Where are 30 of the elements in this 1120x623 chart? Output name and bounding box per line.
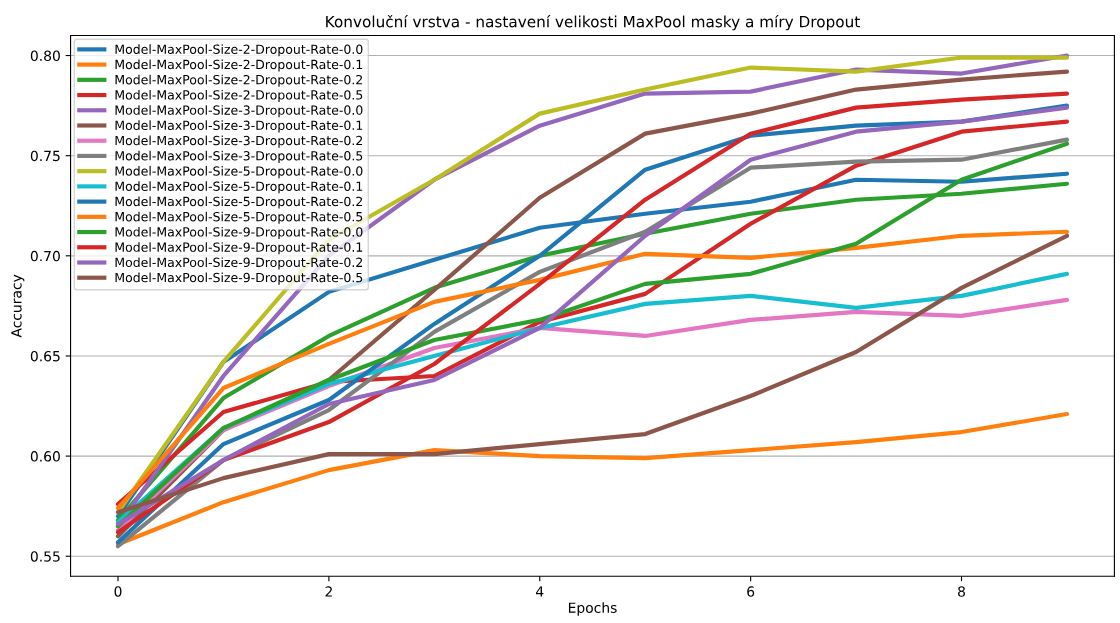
legend-label: Model-MaxPool-Size-2-Dropout-Rate-0.1 <box>115 59 363 72</box>
y-tick-label: 0.55 <box>30 551 60 562</box>
legend-label: Model-MaxPool-Size-9-Dropout-Rate-0.2 <box>115 257 363 270</box>
legend-label: Model-MaxPool-Size-5-Dropout-Rate-0.5 <box>115 211 363 224</box>
y-tick-label: 0.70 <box>30 250 60 262</box>
legend-label: Model-MaxPool-Size-2-Dropout-Rate-0.2 <box>115 74 363 87</box>
legend-label: Model-MaxPool-Size-5-Dropout-Rate-0.1 <box>115 181 363 194</box>
chart-title: Konvoluční vrstva - nastavení velikosti MaxPool masky a míry Dropout <box>326 14 860 31</box>
x-tick-label: 8 <box>958 586 965 597</box>
y-tick-label: 0.75 <box>30 150 60 162</box>
legend-label: Model-MaxPool-Size-2-Dropout-Rate-0.0 <box>115 44 363 57</box>
y-tick-label: 0.65 <box>30 350 60 362</box>
x-axis-title: Epochs <box>568 602 617 616</box>
x-tick-label: 2 <box>325 586 332 597</box>
x-tick-label: 4 <box>536 586 544 597</box>
y-tick-label: 0.60 <box>30 451 60 462</box>
y-tick-label: 0.80 <box>30 50 60 62</box>
legend-label: Model-MaxPool-Size-3-Dropout-Rate-0.0 <box>115 105 363 118</box>
legend-label: Model-MaxPool-Size-5-Dropout-Rate-0.0 <box>115 166 363 179</box>
y-axis-title: Accuracy <box>11 274 25 338</box>
x-tick-label: 6 <box>747 586 755 597</box>
legend-label: Model-MaxPool-Size-2-Dropout-Rate-0.5 <box>115 89 363 103</box>
legend-label: Model-MaxPool-Size-5-Dropout-Rate-0.2 <box>115 196 363 209</box>
legend-label: Model-MaxPool-Size-3-Dropout-Rate-0.2 <box>115 135 363 148</box>
legend-label: Model-MaxPool-Size-3-Dropout-Rate-0.1 <box>115 120 363 133</box>
legend-label: Model-MaxPool-Size-9-Dropout-Rate-0.5 <box>115 272 363 285</box>
legend-label: Model-MaxPool-Size-3-Dropout-Rate-0.5 <box>115 150 363 163</box>
x-tick-label: 0 <box>114 586 122 597</box>
legend-label: Model-MaxPool-Size-9-Dropout-Rate-0.0 <box>115 226 363 240</box>
legend-label: Model-MaxPool-Size-9-Dropout-Rate-0.1 <box>115 242 363 255</box>
